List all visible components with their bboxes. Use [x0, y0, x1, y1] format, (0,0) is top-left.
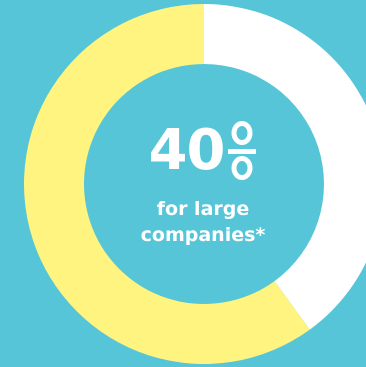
donut-slice-2: [23, 4, 310, 365]
center-label: 40 for large companies*: [83, 120, 323, 248]
donut-slices: [23, 4, 366, 365]
percent-value: 40: [148, 118, 226, 183]
center-caption: for large companies*: [83, 196, 323, 248]
caption-line-2: companies*: [140, 224, 266, 246]
percent-sign-icon: [228, 121, 257, 180]
percent-readout: 40: [83, 120, 323, 182]
donut-slice-1: [204, 4, 366, 330]
caption-line-1: for large: [156, 198, 250, 220]
